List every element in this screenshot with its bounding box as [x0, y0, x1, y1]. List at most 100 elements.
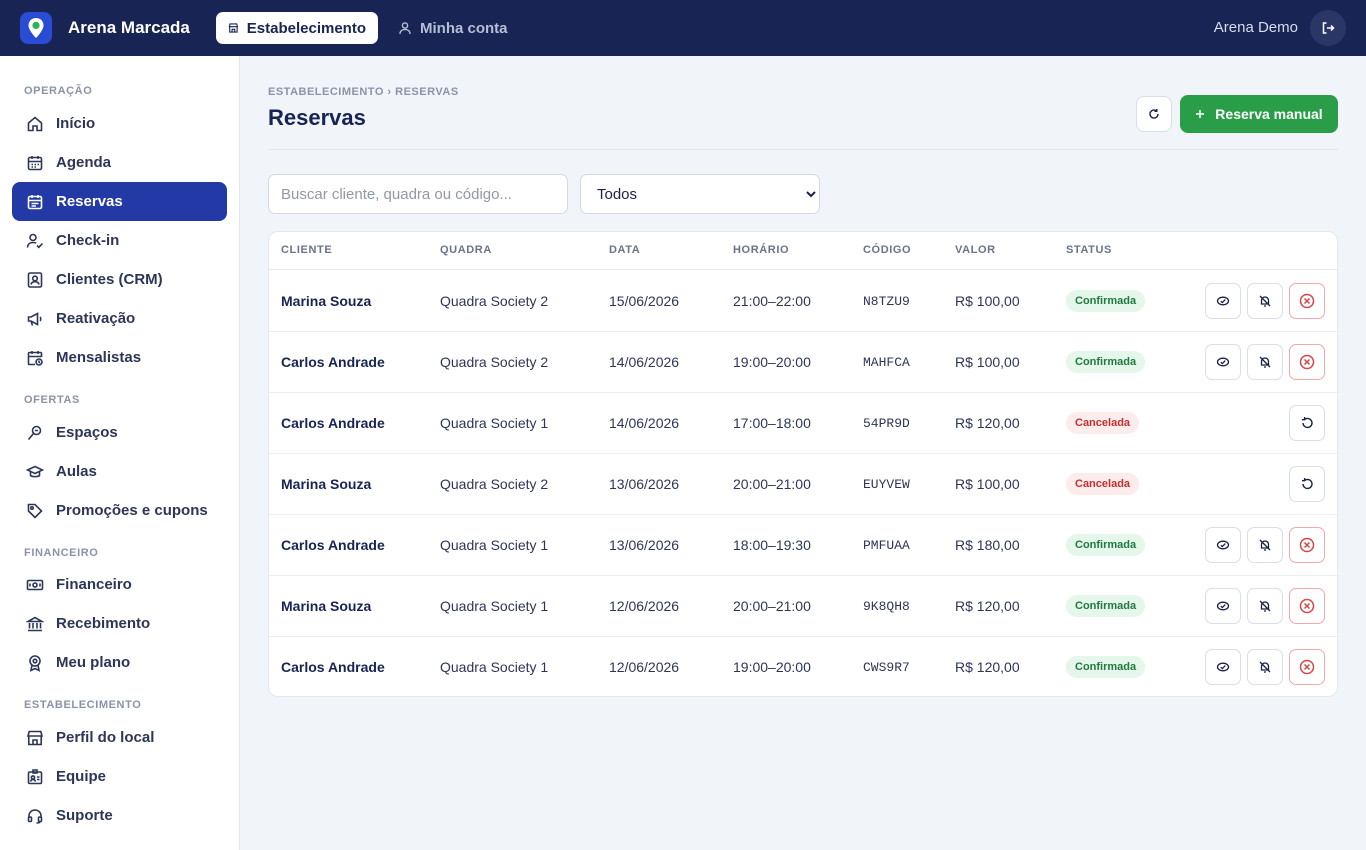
- sidebar-section-title: FINANCEIRO: [24, 547, 99, 559]
- sidebar-item-label: Meu plano: [56, 654, 131, 671]
- sidebar-item-label: Equipe: [56, 768, 107, 785]
- table-row[interactable]: Carlos Andrade Quadra Society 1 14/06/2026…: [269, 393, 1337, 454]
- cell-valor: R$ 120,00: [955, 598, 1020, 614]
- sidebar-item-perfil-local[interactable]: Perfil do local: [12, 718, 227, 757]
- cell-horario: 19:00–20:00: [733, 354, 811, 370]
- cell-data: 12/06/2026: [609, 598, 680, 614]
- cell-quadra: Quadra Society 1: [440, 659, 549, 675]
- sidebar-item-recebimento[interactable]: Recebimento: [12, 604, 227, 643]
- table-row[interactable]: Marina Souza Quadra Society 2 13/06/2026 20…: [269, 454, 1337, 515]
- eye-check-icon: [1216, 600, 1230, 612]
- mute-notification-button[interactable]: [1247, 649, 1283, 685]
- sidebar-item-suporte[interactable]: Suporte: [12, 796, 227, 835]
- sidebar-item-label: Recebimento: [56, 615, 151, 632]
- sidebar-item-mensalistas[interactable]: Mensalistas: [12, 338, 227, 377]
- header-horario: HORÁRIO: [733, 244, 790, 256]
- cell-cliente: Carlos Andrade: [281, 415, 385, 431]
- sidebar-item-financeiro[interactable]: Financeiro: [12, 565, 227, 604]
- cell-codigo: PMFUAA: [863, 538, 910, 553]
- refresh-button[interactable]: [1136, 96, 1172, 132]
- app-logo[interactable]: [20, 12, 52, 44]
- confirm-presence-button[interactable]: [1205, 588, 1241, 624]
- status-badge: Confirmada: [1066, 351, 1146, 373]
- sidebar-item-espacos[interactable]: Espaços: [12, 413, 227, 452]
- mute-notification-button[interactable]: [1247, 527, 1283, 563]
- cell-data: 13/06/2026: [609, 476, 680, 492]
- logout-icon: [1322, 22, 1335, 34]
- headset-icon: [27, 808, 43, 824]
- calendar-icon: [27, 155, 43, 170]
- sidebar-item-reativacao[interactable]: Reativação: [12, 299, 227, 338]
- cell-codigo: EUYVEW: [863, 477, 910, 492]
- sidebar-item-check-in[interactable]: Check-in: [12, 221, 227, 260]
- sidebar-item-aulas[interactable]: Aulas: [12, 452, 227, 491]
- cell-data: 13/06/2026: [609, 537, 680, 553]
- eye-check-icon: [1216, 356, 1230, 368]
- x-circle-icon: [1299, 293, 1315, 309]
- cell-codigo: CWS9R7: [863, 660, 910, 675]
- calendar-clock-icon: [27, 350, 43, 366]
- contacts-icon: [27, 271, 43, 288]
- x-circle-icon: [1299, 537, 1315, 553]
- sidebar-item-inicio[interactable]: Início: [12, 104, 227, 143]
- cancel-reservation-button[interactable]: [1289, 344, 1325, 380]
- mute-notification-button[interactable]: [1247, 344, 1283, 380]
- status-filter-select[interactable]: Todos: [580, 174, 820, 214]
- mute-notification-button[interactable]: [1247, 283, 1283, 319]
- status-badge: Cancelada: [1066, 412, 1140, 434]
- confirm-presence-button[interactable]: [1205, 283, 1241, 319]
- app-name[interactable]: Arena Marcada: [68, 18, 190, 37]
- cell-valor: R$ 100,00: [955, 354, 1020, 370]
- cell-valor: R$ 100,00: [955, 293, 1020, 309]
- header-valor: VALOR: [955, 244, 996, 256]
- sidebar-item-promocoes[interactable]: Promoções e cupons: [12, 491, 227, 530]
- cell-valor: R$ 100,00: [955, 476, 1020, 492]
- tab-minha-conta[interactable]: Minha conta: [386, 12, 520, 44]
- table-row[interactable]: Marina Souza Quadra Society 1 12/06/2026 20…: [269, 576, 1337, 637]
- confirm-presence-button[interactable]: [1205, 649, 1241, 685]
- sidebar-item-equipe[interactable]: Equipe: [12, 757, 227, 796]
- store-icon: [26, 730, 44, 745]
- restore-reservation-button[interactable]: [1289, 405, 1325, 441]
- sidebar-item-meu-plano[interactable]: Meu plano: [12, 643, 227, 682]
- mute-notification-button[interactable]: [1247, 588, 1283, 624]
- cell-horario: 20:00–21:00: [733, 476, 811, 492]
- table-row[interactable]: Carlos Andrade Quadra Society 2 14/06/2026…: [269, 332, 1337, 393]
- cell-quadra: Quadra Society 2: [440, 354, 549, 370]
- sidebar-item-clientes[interactable]: Clientes (CRM): [12, 260, 227, 299]
- cell-cliente: Marina Souza: [281, 598, 372, 614]
- reservations-table: CLIENTE QUADRA DATA HORÁRIO CÓDIGO VALOR…: [268, 231, 1338, 697]
- sidebar-item-label: Check-in: [56, 232, 120, 249]
- sidebar-item-agenda[interactable]: Agenda: [12, 143, 227, 182]
- tab-label: Estabelecimento: [246, 19, 366, 37]
- table-row[interactable]: Carlos Andrade Quadra Society 1 12/06/2026…: [269, 637, 1337, 696]
- header-data: DATA: [609, 244, 641, 256]
- cancel-reservation-button[interactable]: [1289, 588, 1325, 624]
- table-row[interactable]: Marina Souza Quadra Society 2 15/06/2026 21…: [269, 271, 1337, 332]
- sidebar-item-label: Mensalistas: [56, 349, 142, 366]
- cancel-reservation-button[interactable]: [1289, 527, 1325, 563]
- user-check-icon: [26, 233, 44, 248]
- tab-estabelecimento[interactable]: Estabelecimento: [216, 12, 378, 44]
- restore-reservation-button[interactable]: [1289, 466, 1325, 502]
- user-name[interactable]: Arena Demo: [1213, 19, 1298, 36]
- cancel-reservation-button[interactable]: [1289, 649, 1325, 685]
- top-bar: Arena Marcada Estabelecimento Minha cont…: [0, 0, 1366, 56]
- confirm-presence-button[interactable]: [1205, 527, 1241, 563]
- cancel-reservation-button[interactable]: [1289, 283, 1325, 319]
- search-input[interactable]: [268, 174, 568, 214]
- cell-codigo: 9K8QH8: [863, 599, 910, 614]
- header-codigo: CÓDIGO: [863, 244, 912, 256]
- cell-cliente: Carlos Andrade: [281, 537, 385, 553]
- confirm-presence-button[interactable]: [1205, 344, 1241, 380]
- logout-button[interactable]: [1310, 10, 1346, 46]
- sidebar-item-label: Promoções e cupons: [56, 502, 208, 519]
- header-divider: [268, 149, 1338, 150]
- cell-quadra: Quadra Society 2: [440, 476, 549, 492]
- manual-reservation-button[interactable]: Reserva manual: [1180, 95, 1338, 133]
- banknote-icon: [26, 579, 44, 590]
- table-row[interactable]: Carlos Andrade Quadra Society 1 13/06/2026…: [269, 515, 1337, 576]
- id-badge-icon: [27, 768, 43, 784]
- sidebar-item-label: Clientes (CRM): [56, 271, 163, 288]
- sidebar-item-reservas[interactable]: Reservas: [12, 182, 227, 221]
